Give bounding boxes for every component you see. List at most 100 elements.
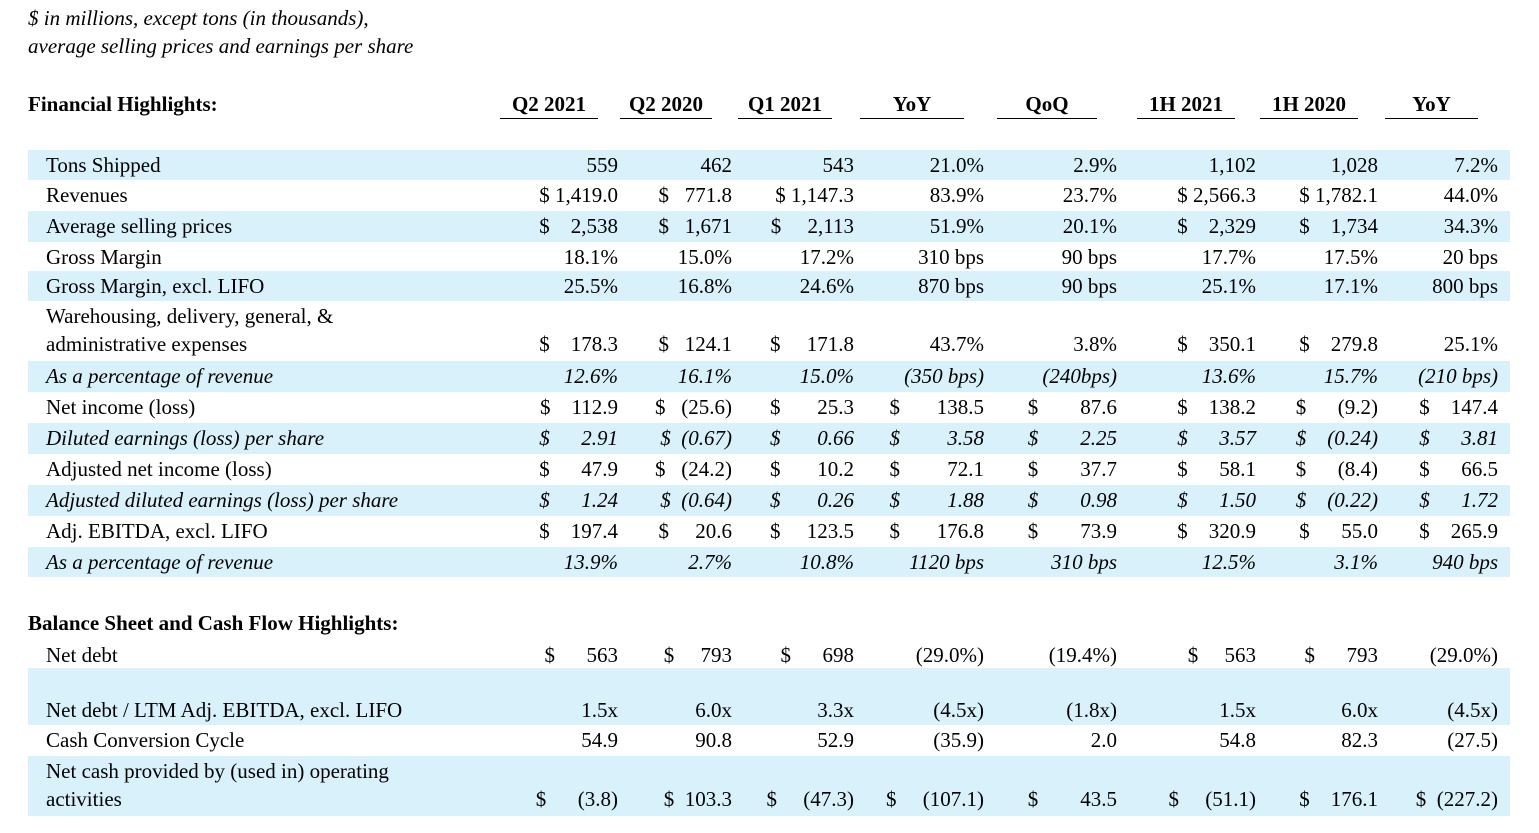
table-cell: (350 bps) [904, 364, 984, 388]
table-cell: $ (0.24) [1295, 426, 1378, 450]
table-cell: $ 72.1 [889, 457, 985, 481]
table-cell: $ 55.0 [1299, 519, 1378, 543]
table-cell: $ (51.1) [1168, 787, 1257, 811]
table-cell: $ 10.2 [770, 457, 854, 481]
table-cell: $ 171.8 [770, 332, 854, 356]
table-cell: $ 47.9 [539, 457, 618, 481]
table-cell: $ (47.3) [766, 787, 855, 811]
table-cell: $ 698 [780, 643, 855, 667]
table-cell: $ (107.1) [886, 787, 984, 811]
table-cell: 13.6% [1201, 364, 1256, 388]
table-cell: $ 279.8 [1299, 332, 1378, 356]
table-cell: $ 2,113 [770, 214, 854, 238]
col-header-yoy-half: YoY [1385, 92, 1478, 119]
table-cell: $ (0.67) [660, 426, 732, 450]
table-cell: $ 87.6 [1027, 395, 1117, 419]
table-row-diluted-eps: Diluted earnings (loss) per share $ 2.91 $… [28, 423, 1510, 454]
table-cell: 1,102 [1208, 153, 1256, 177]
table-cell: (240bps) [1042, 364, 1117, 388]
table-cell: $ 20.6 [658, 519, 733, 543]
row-label: Diluted earnings (loss) per share [46, 426, 325, 450]
table-cell: 18.1% [563, 245, 618, 269]
table-cell: 1120 bps [909, 550, 984, 574]
table-cell: $ 66.5 [1419, 457, 1498, 481]
col-header-yoy-quarter: YoY [860, 92, 964, 119]
table-cell: 20.1% [1062, 214, 1117, 238]
table-cell: $ 1,147.3 [775, 183, 854, 207]
row-label: Net cash provided by (used in) operating [46, 759, 389, 783]
table-cell: 17.1% [1323, 274, 1378, 298]
table-cell: 15.0% [799, 364, 854, 388]
table-cell: 90 bps [1061, 245, 1117, 269]
units-note-line1: $ in millions, except tons (in thousands… [28, 6, 369, 30]
row-label: As a percentage of revenue [46, 364, 274, 388]
row-label: Tons Shipped [46, 153, 161, 177]
row-label: Net income (loss) [46, 395, 196, 419]
table-cell: $ (9.2) [1295, 395, 1378, 419]
table-cell: 17.5% [1323, 245, 1378, 269]
row-label: Adjusted diluted earnings (loss) per sha… [46, 488, 399, 512]
table-cell: $ 1,734 [1299, 214, 1378, 238]
table-cell: 25.5% [563, 274, 618, 298]
table-cell: $ 178.3 [539, 332, 618, 356]
table-row-gross-margin-excl-lifo: Gross Margin, excl. LIFO 25.5% 16.8% 24.6% 8… [28, 271, 1510, 301]
table-cell: $ 0.66 [770, 426, 854, 450]
table-cell: 13.9% [563, 550, 618, 574]
table-cell: 3.8% [1073, 332, 1117, 356]
table-cell: 2.7% [688, 550, 732, 574]
table-cell: $ 43.5 [1027, 787, 1117, 811]
table-cell: $ 1.24 [539, 488, 618, 512]
table-cell: $ 2,538 [539, 214, 618, 238]
table-cell: 17.2% [799, 245, 854, 269]
table-cell: 25.1% [1443, 332, 1498, 356]
table-row-adj-ebitda-pct-revenue: As a percentage of revenue 13.9% 2.7% 10.8%… [28, 547, 1510, 577]
units-note-line2: average selling prices and earnings per … [28, 34, 414, 58]
table-cell: 34.3% [1443, 214, 1498, 238]
table-cell: 1,028 [1330, 153, 1378, 177]
col-header-q1-2021: Q1 2021 [738, 92, 832, 119]
table-cell: 870 bps [918, 274, 984, 298]
table-cell: 3.1% [1334, 550, 1378, 574]
table-row-adjusted-net-income: Adjusted net income (loss) $ 47.9 $ (24.2)… [28, 454, 1510, 485]
table-cell: $ 350.1 [1177, 332, 1256, 356]
row-label: Gross Margin, excl. LIFO [46, 274, 265, 298]
table-cell: $ 1,419.0 [539, 183, 618, 207]
row-label: Revenues [46, 183, 128, 207]
table-cell: $ (3.8) [535, 787, 618, 811]
table-row-cash-conversion-cycle: Cash Conversion Cycle 54.9 90.8 52.9 (35.9) 2… [28, 725, 1510, 756]
table-cell: $ (0.22) [1295, 488, 1378, 512]
table-cell: 90 bps [1061, 274, 1117, 298]
table-cell: 543 [822, 153, 855, 177]
table-row-tons-shipped: Tons Shipped 559 462 543 21.0% 2.9% 1,102 1,028… [28, 150, 1510, 180]
table-cell: 12.5% [1201, 550, 1256, 574]
table-cell: (35.9) [933, 728, 984, 752]
balance-sheet-title: Balance Sheet and Cash Flow Highlights: [28, 611, 399, 635]
table-cell: 51.9% [929, 214, 984, 238]
table-cell: $ 771.8 [658, 183, 733, 207]
table-cell: $ 176.8 [889, 519, 985, 543]
table-cell: 3.3x [817, 698, 854, 722]
table-cell: $ 265.9 [1419, 519, 1498, 543]
col-header-1h-2021: 1H 2021 [1137, 92, 1235, 119]
table-cell: 10.8% [799, 550, 854, 574]
table-cell: (4.5x) [1447, 698, 1498, 722]
financial-highlights-title: Financial Highlights: [28, 92, 218, 116]
row-label: Gross Margin [46, 245, 162, 269]
row-label: Average selling prices [46, 214, 233, 238]
table-cell: 310 bps [1051, 550, 1117, 574]
table-cell: $ 793 [1304, 643, 1379, 667]
table-cell: 25.1% [1201, 274, 1256, 298]
table-cell: 940 bps [1432, 550, 1498, 574]
table-cell: 83.9% [929, 183, 984, 207]
table-row-gross-margin: Gross Margin 18.1% 15.0% 17.2% 310 bps 90 bps… [28, 242, 1510, 271]
table-row-net-debt: Net debt $ 563 $ 793 $ 698 (29.0%) (19.4%) $ 5… [28, 640, 1510, 668]
table-row-net-income: Net income (loss) $ 112.9 $ (25.6) $ 25.3 $ … [28, 392, 1510, 423]
row-label-continued: administrative expenses [46, 332, 248, 356]
table-row-net-debt-to-ebitda: Net debt / LTM Adj. EBITDA, excl. LIFO 1.… [28, 668, 1510, 725]
table-cell: 90.8 [695, 728, 732, 752]
table-cell: 52.9 [817, 728, 854, 752]
table-cell: $ 103.3 [663, 787, 732, 811]
table-row-wdga-expenses: Warehousing, delivery, general, & adminis… [28, 301, 1510, 361]
table-cell: $ 1.72 [1419, 488, 1498, 512]
table-cell: 15.0% [677, 245, 732, 269]
